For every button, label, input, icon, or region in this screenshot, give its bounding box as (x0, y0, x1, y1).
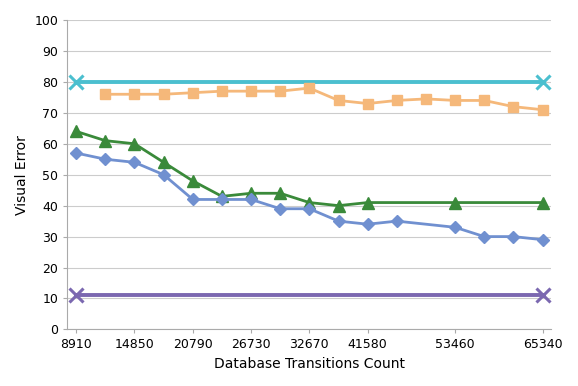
Y-axis label: Visual Error: Visual Error (15, 135, 29, 215)
X-axis label: Database Transitions Count: Database Transitions Count (214, 357, 405, 371)
